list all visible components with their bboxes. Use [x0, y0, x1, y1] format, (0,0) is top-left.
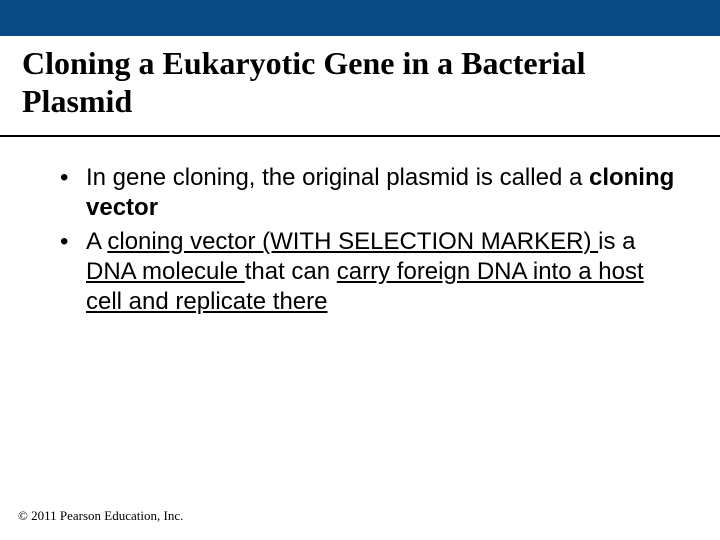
- title-block: Cloning a Eukaryotic Gene in a Bacterial…: [0, 36, 720, 137]
- bullet-item: In gene cloning, the original plasmid is…: [56, 163, 680, 223]
- copyright-footer: © 2011 Pearson Education, Inc.: [18, 508, 183, 524]
- bullet-item: A cloning vector (WITH SELECTION MARKER)…: [56, 227, 680, 317]
- text-run: In gene cloning, the original plasmid is…: [86, 164, 589, 191]
- text-run: DNA molecule: [86, 258, 245, 285]
- text-run: is a: [598, 228, 635, 255]
- text-run: that can: [245, 258, 337, 285]
- text-run: A: [86, 228, 107, 255]
- page-title: Cloning a Eukaryotic Gene in a Bacterial…: [22, 44, 698, 121]
- bullet-list: In gene cloning, the original plasmid is…: [56, 163, 680, 317]
- text-run: cloning vector (WITH SELECTION MARKER): [107, 228, 598, 255]
- top-accent-bar: [0, 0, 720, 36]
- content-area: In gene cloning, the original plasmid is…: [0, 137, 720, 317]
